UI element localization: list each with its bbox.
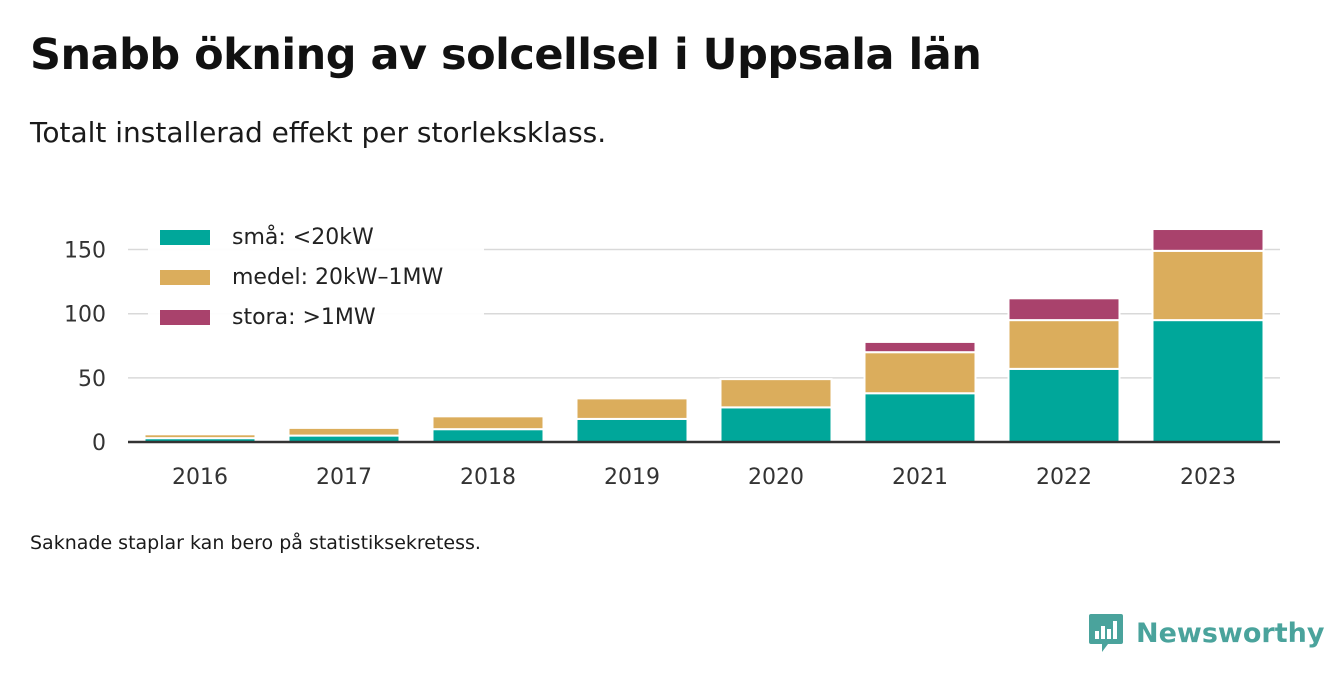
bar-segment-sma bbox=[431, 428, 545, 444]
bar-segment-medel bbox=[287, 426, 401, 437]
chart-legend: små: <20kW medel: 20kW–1MW stora: >1MW bbox=[148, 214, 484, 340]
legend-swatch-stora bbox=[160, 309, 210, 325]
x-tick-label: 2017 bbox=[316, 465, 372, 490]
legend-item-medel: medel: 20kW–1MW bbox=[160, 262, 443, 292]
bar-segment-medel bbox=[1007, 319, 1121, 370]
bar-segment-stora bbox=[863, 340, 977, 354]
bar-segment-sma bbox=[719, 406, 833, 444]
legend-label-stora: stora: >1MW bbox=[232, 304, 376, 330]
x-tick-label: 2018 bbox=[460, 465, 516, 490]
legend-swatch-sma bbox=[160, 229, 210, 245]
chart-title: Snabb ökning av solcellsel i Uppsala län bbox=[30, 30, 982, 80]
bar-segment-medel bbox=[863, 351, 977, 395]
bar-segment-sma bbox=[1007, 367, 1121, 443]
x-tick-label: 2020 bbox=[748, 465, 804, 490]
brand-logo[interactable]: Newsworthy bbox=[1088, 612, 1324, 654]
brand-name: Newsworthy bbox=[1136, 617, 1325, 649]
legend-swatch-medel bbox=[160, 269, 210, 285]
y-tick-label: 100 bbox=[64, 303, 106, 328]
bar-segment-medel bbox=[143, 433, 257, 440]
bar-segment-medel bbox=[431, 415, 545, 431]
bar-segment-sma bbox=[575, 417, 689, 444]
y-tick-label: 50 bbox=[78, 367, 106, 392]
bar-segment-medel bbox=[575, 397, 689, 420]
x-tick-label: 2019 bbox=[604, 465, 660, 490]
x-tick-label: 2021 bbox=[892, 465, 948, 490]
y-tick-label: 0 bbox=[92, 431, 106, 456]
bar-segment-stora bbox=[1007, 297, 1121, 322]
bar-segment-medel bbox=[719, 378, 833, 409]
x-tick-label: 2016 bbox=[172, 465, 228, 490]
bar-segment-medel bbox=[1151, 249, 1265, 322]
legend-label-medel: medel: 20kW–1MW bbox=[232, 264, 444, 290]
x-tick-label: 2022 bbox=[1036, 465, 1092, 490]
bar-segment-stora bbox=[1151, 228, 1265, 252]
chart-subtitle: Totalt installerad effekt per storlekskl… bbox=[30, 116, 607, 149]
x-tick-label: 2023 bbox=[1180, 465, 1236, 490]
legend-item-sma: små: <20kW bbox=[160, 222, 374, 252]
legend-label-sma: små: <20kW bbox=[232, 224, 374, 250]
legend-item-stora: stora: >1MW bbox=[160, 302, 376, 332]
footnote: Saknade staplar kan bero på statistiksek… bbox=[30, 532, 481, 554]
y-tick-label: 150 bbox=[64, 239, 106, 264]
bar-segment-sma bbox=[1151, 319, 1265, 443]
bar-segment-sma bbox=[863, 392, 977, 444]
newsworthy-logo-icon bbox=[1089, 614, 1123, 652]
